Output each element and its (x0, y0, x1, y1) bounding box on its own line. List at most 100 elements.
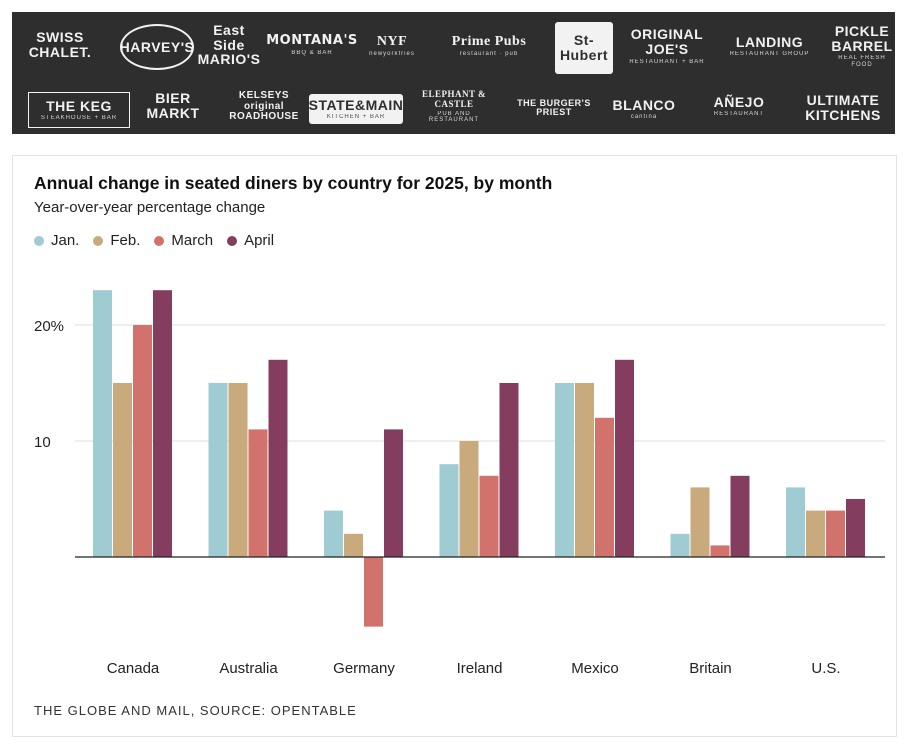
x-tick-label: Germany (333, 660, 395, 677)
logo-subtext: PUB AND RESTAURANT (428, 111, 480, 124)
logo-text: BIER (155, 90, 191, 107)
legend-label: Jan. (51, 232, 80, 249)
logo-subtext: newyorkfries (369, 51, 415, 58)
bar (268, 359, 288, 557)
legend-swatch (227, 235, 238, 246)
x-tick-label: Britain (689, 660, 732, 677)
x-tick-label: Ireland (457, 660, 503, 677)
logo-burgers-priest: THE BURGER'S PRIEST (514, 88, 594, 128)
bar (113, 383, 132, 557)
bar (228, 383, 248, 557)
logo-text: CHALET. (28, 44, 92, 60)
logo-text: JOE'S (645, 40, 689, 57)
legend-swatch (154, 235, 165, 246)
bar (439, 464, 459, 557)
legend-label: April (244, 232, 275, 249)
x-tick-label: Canada (107, 660, 160, 677)
bar (324, 510, 343, 557)
legend-item: March (154, 232, 213, 249)
logo-text: LANDING (735, 33, 804, 50)
logo-st-hubert: St-Hubert (555, 22, 613, 74)
bar (595, 417, 614, 557)
bar (133, 325, 152, 557)
y-tick-label: 10 (34, 434, 51, 451)
bar (459, 441, 479, 557)
legend-swatch (34, 235, 44, 246)
legend-swatch (93, 235, 104, 246)
logo-text: THE KEG (46, 97, 112, 114)
bar (384, 429, 403, 557)
bar (479, 475, 499, 557)
bar (575, 383, 594, 557)
logo-text: ORIGINAL (630, 26, 704, 43)
x-tick-label: U.S. (811, 660, 840, 677)
x-tick-label: Mexico (571, 660, 619, 677)
bar (806, 510, 825, 557)
bar (93, 290, 112, 557)
bar (344, 533, 363, 557)
logo-text: THE BURGER'S PRIEST (517, 97, 591, 117)
logo-original-joes: ORIGINAL JOE'S RESTAURANT + BAR (627, 24, 707, 68)
bar (364, 557, 383, 627)
logo-swiss-chalet: SWISS CHALET. (28, 24, 92, 66)
bar (846, 499, 865, 557)
logo-text: BARREL (831, 37, 893, 54)
logo-text: ELEPHANT & CASTLE (421, 89, 487, 109)
logo-text: HARVEY'S (119, 38, 195, 55)
logo-text: St-Hubert (559, 32, 609, 63)
bar (710, 545, 730, 557)
bar (208, 383, 228, 557)
logo-subtext: RESTAURANT (713, 111, 765, 118)
x-tick-label: Australia (219, 660, 278, 677)
logo-text: KELSEYS (238, 90, 290, 102)
logo-text: ULTIMATE (806, 92, 880, 109)
bar (248, 429, 268, 557)
logo-text: MONTANA'S (266, 33, 358, 49)
logo-nyf: NYF newyorkfries (367, 24, 417, 68)
chart-legend: Jan. Feb. March April (34, 232, 274, 249)
bar (690, 487, 710, 557)
chart-subtitle: Year-over-year percentage change (34, 199, 266, 216)
bar (670, 533, 690, 557)
bar (153, 290, 172, 557)
logo-anejo: AÑEJO RESTAURANT (694, 88, 784, 124)
legend-item: Feb. (93, 232, 140, 249)
logo-text: original (243, 100, 285, 112)
logo-text: PICKLE (834, 23, 890, 40)
logo-subtext: REAL FRESH FOOD (838, 55, 886, 68)
legend-label: Feb. (110, 232, 141, 249)
logo-harveys: HARVEY'S (120, 24, 194, 70)
logo-subtext: restaurant · pub (459, 51, 519, 58)
bar-chart: 10 20% Canada Australia Germany Ireland Mexico… (34, 290, 885, 677)
bar (499, 383, 519, 557)
legend-label: March (171, 232, 214, 249)
source-note: THE GLOBE AND MAIL, SOURCE: OPENTABLE (34, 703, 357, 718)
logo-text: KITCHENS (805, 107, 881, 123)
chart-card: Annual change in seated diners by countr… (12, 155, 897, 737)
logo-text: Prime Pubs (451, 33, 527, 49)
logo-the-keg: THE KEG STEAKHOUSE + BAR (28, 92, 130, 128)
bar (555, 383, 574, 557)
logo-ultimate-kitchens: ULTIMATE KITCHENS (798, 92, 888, 124)
logo-text: ROADHOUSE (229, 111, 299, 123)
y-tick-label: 20% (34, 318, 64, 335)
logo-montanas: MONTANA'S BBQ & BAR (266, 24, 357, 66)
logo-text: BLANCO (612, 96, 676, 113)
logo-text: East Side (213, 21, 245, 53)
logo-subtext: BBQ & BAR (291, 49, 333, 56)
logo-east-side-marios: East Side MARIO'S (198, 21, 260, 68)
legend-item: April (227, 232, 274, 249)
logo-text: MARIO'S (197, 51, 261, 68)
logo-text: NYF (376, 33, 408, 49)
logo-landing: LANDING RESTAURANT GROUP (722, 26, 817, 66)
logo-blanco: BLANCO cantina (609, 92, 679, 126)
logo-subtext: KITCHEN + BAR (326, 114, 386, 121)
restaurant-logo-strip: SWISS CHALET. HARVEY'S East Side MARIO'S MONT… (12, 12, 895, 134)
logo-subtext: STEAKHOUSE + BAR (40, 115, 118, 122)
bar (615, 359, 634, 557)
bar (730, 475, 750, 557)
bar (786, 487, 805, 557)
logo-subtext: RESTAURANT + BAR (629, 58, 705, 65)
logo-kelseys: KELSEYS original ROADHOUSE (229, 86, 298, 128)
logo-subtext: RESTAURANT GROUP (729, 51, 810, 58)
